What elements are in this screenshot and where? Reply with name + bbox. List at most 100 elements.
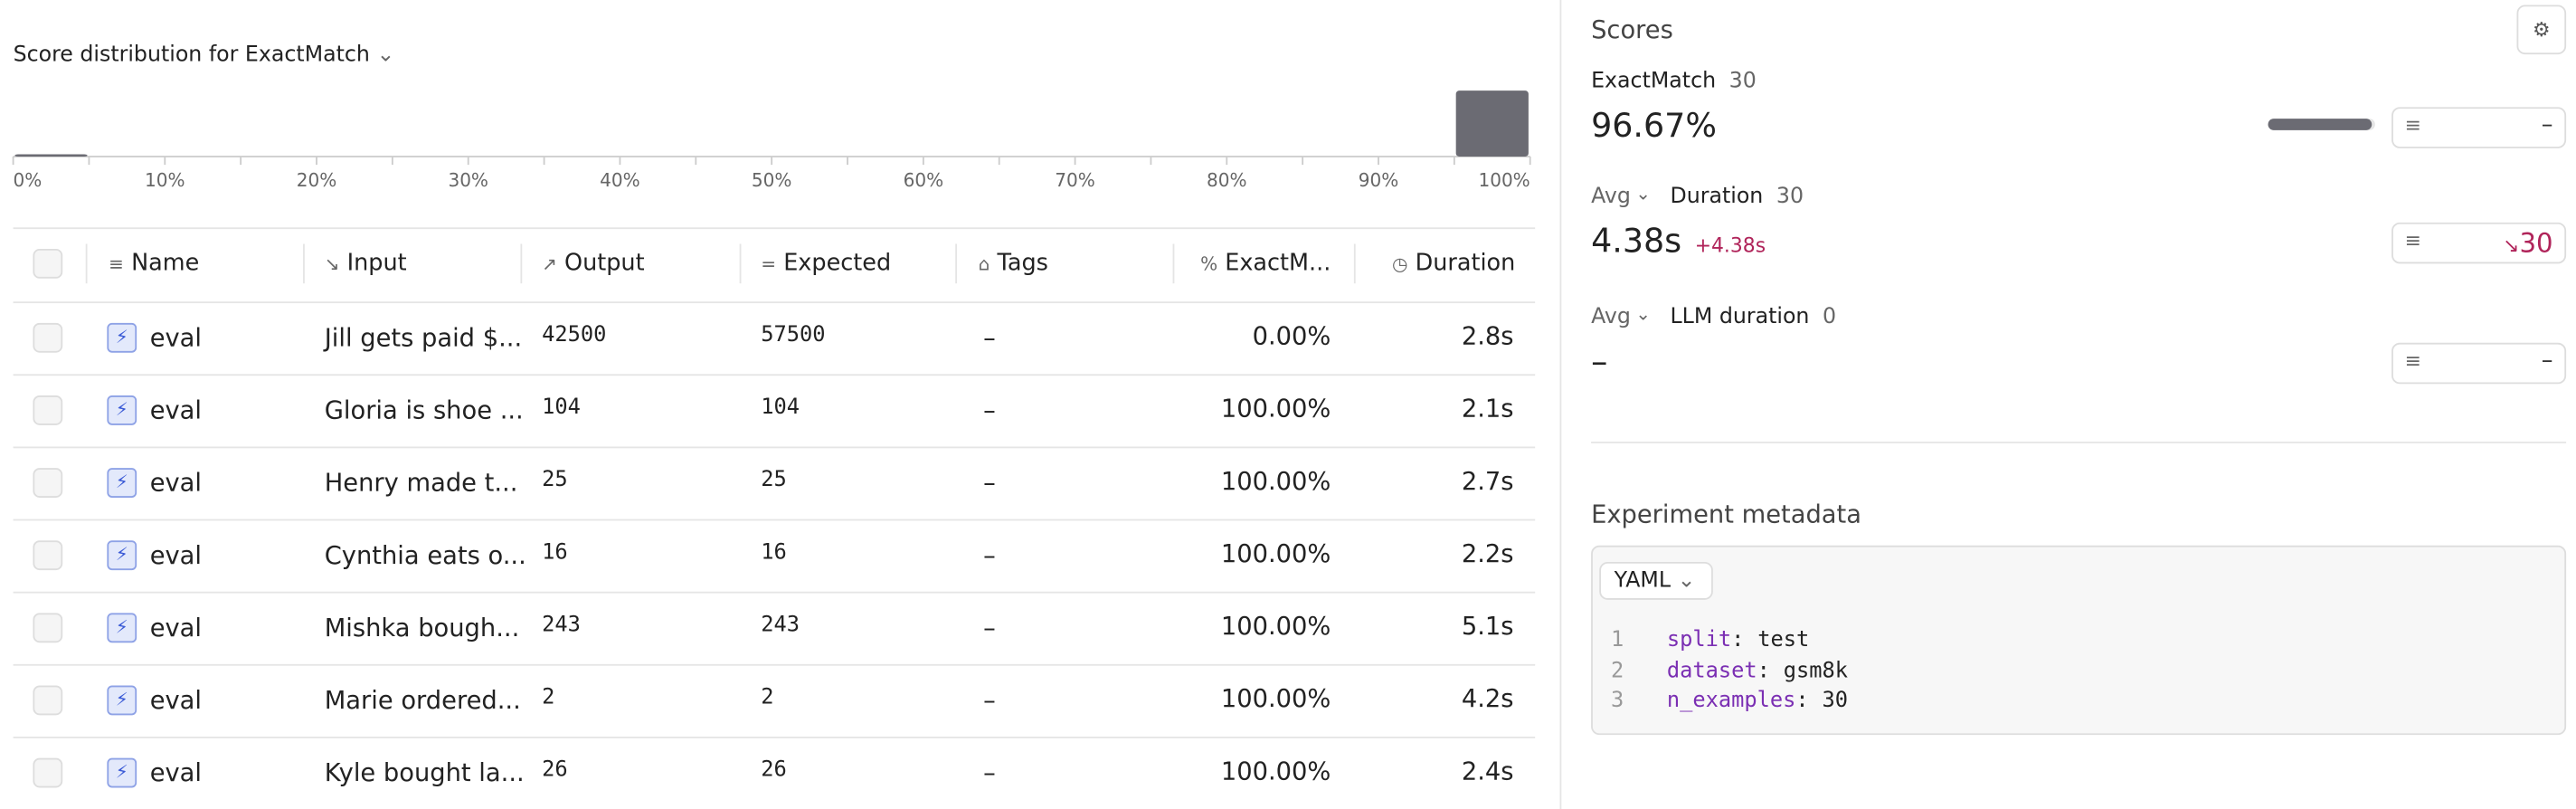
- filter-value: –: [2541, 347, 2553, 375]
- agg-prefix[interactable]: Avg: [1591, 184, 1631, 210]
- score-name: LLM duration: [1670, 304, 1810, 330]
- checkbox[interactable]: [33, 322, 63, 353]
- cell: –: [983, 322, 996, 353]
- tick-label: 100%: [1478, 169, 1530, 191]
- colon: :: [1795, 689, 1809, 714]
- eval-icon: ⚡: [107, 757, 137, 788]
- tick-label: 80%: [1207, 169, 1247, 191]
- agg-prefix[interactable]: Avg: [1591, 304, 1631, 330]
- yaml-value: gsm8k: [1783, 658, 1849, 683]
- tick-label: 90%: [1359, 169, 1399, 191]
- cell: –: [983, 685, 996, 716]
- cell: eval: [149, 395, 203, 425]
- cell: 243: [761, 613, 800, 638]
- col-sep: [955, 243, 958, 284]
- col-sep: [303, 243, 305, 284]
- column-header[interactable]: ≡ Name: [109, 250, 200, 277]
- row-line: [13, 519, 1536, 521]
- filter-box[interactable]: [2391, 107, 2567, 148]
- cell: –: [983, 468, 996, 498]
- dist-metric[interactable]: ExactMatch: [244, 43, 370, 68]
- col-sep: [739, 243, 742, 284]
- score-count: 0: [1823, 304, 1837, 330]
- cell: 2.2s: [1461, 538, 1514, 569]
- checkbox[interactable]: [33, 685, 63, 716]
- cell: 16: [542, 540, 568, 566]
- eval-icon: ⚡: [107, 468, 137, 498]
- column-name: Tags: [997, 250, 1048, 277]
- checkbox[interactable]: [33, 248, 63, 279]
- cell: 26: [761, 757, 787, 783]
- column-name: Duration: [1415, 250, 1516, 277]
- filter-icon: ≡: [2404, 349, 2421, 373]
- cell: –: [983, 757, 996, 788]
- filter-icon: ≡: [2404, 113, 2421, 138]
- column-header[interactable]: ⌂ Tags: [978, 250, 1048, 277]
- cell: 100.00%: [1220, 611, 1331, 642]
- column-header[interactable]: = Expected: [761, 250, 892, 277]
- column-name: Expected: [783, 250, 892, 277]
- settings-button[interactable]: ⚙: [2516, 5, 2567, 55]
- cell: 25: [542, 468, 568, 493]
- cell: 5.1s: [1461, 611, 1514, 642]
- row-line: [13, 736, 1536, 738]
- cell: Cynthia eats o...: [324, 540, 526, 571]
- cell: eval: [149, 613, 203, 643]
- cell: 104: [761, 395, 800, 421]
- tick-label: 10%: [145, 169, 185, 191]
- format-button[interactable]: YAML ⌄: [1599, 561, 1713, 600]
- tick-label: 30%: [448, 169, 488, 191]
- eval-icon: ⚡: [107, 613, 137, 643]
- filter-box[interactable]: [2391, 342, 2567, 385]
- cell: 57500: [761, 322, 826, 348]
- yaml-key: dataset: [1666, 658, 1757, 683]
- score-delta: +4.38s: [1694, 233, 1766, 258]
- progress-bar: [2268, 119, 2372, 130]
- score-value: 96.67%: [1591, 105, 1717, 146]
- eval-icon: ⚡: [107, 395, 137, 425]
- column-name: Name: [131, 250, 200, 277]
- line-number: 2: [1610, 658, 1624, 683]
- column-name: Output: [564, 250, 645, 277]
- tick-label: 70%: [1055, 169, 1095, 191]
- eval-icon: ⚡: [107, 540, 137, 571]
- filter-box[interactable]: [2391, 222, 2567, 264]
- col-sep: [520, 243, 523, 284]
- line-number: 3: [1610, 689, 1624, 714]
- cell: eval: [149, 540, 203, 571]
- column-header[interactable]: ↗ Output: [542, 250, 645, 277]
- column-header[interactable]: ◷ Duration: [1391, 250, 1516, 277]
- cell: 100.00%: [1220, 683, 1331, 714]
- cell: 2.4s: [1461, 756, 1514, 786]
- column-header[interactable]: % ExactM...: [1200, 250, 1331, 277]
- tick-label: 60%: [904, 169, 944, 191]
- checkbox[interactable]: [33, 613, 63, 643]
- checkbox[interactable]: [33, 757, 63, 788]
- row-line: [13, 591, 1536, 594]
- eval-icon: ⚡: [107, 685, 137, 716]
- cell: –: [983, 613, 996, 643]
- cell: 25: [761, 468, 787, 493]
- score-count: 30: [1776, 184, 1804, 210]
- cell: Jill gets paid $...: [324, 322, 523, 353]
- checkbox[interactable]: [33, 540, 63, 571]
- cell: –: [983, 395, 996, 425]
- cell: Henry made t...: [324, 468, 518, 498]
- col-sep: [1172, 243, 1175, 284]
- histogram: 0% 10% 20% 30% 40% 50% 60% 70% 80% 90% 100%: [12, 90, 1531, 191]
- tick-label: 40%: [600, 169, 640, 191]
- yaml-value: test: [1757, 627, 1810, 653]
- checkbox[interactable]: [33, 468, 63, 498]
- cell: Mishka bough...: [324, 613, 520, 643]
- row-line: [13, 446, 1536, 449]
- row-line: [13, 374, 1536, 376]
- bar: [14, 154, 88, 157]
- yaml-key: n_examples: [1666, 689, 1796, 714]
- dist-heading: Score distribution for ExactMatch ⌄: [13, 43, 395, 68]
- column-header[interactable]: ↘ Input: [324, 250, 407, 277]
- cell: 2.7s: [1461, 466, 1514, 497]
- cell: Marie ordered...: [324, 685, 521, 716]
- divider: [1559, 0, 1562, 809]
- checkbox[interactable]: [33, 395, 63, 425]
